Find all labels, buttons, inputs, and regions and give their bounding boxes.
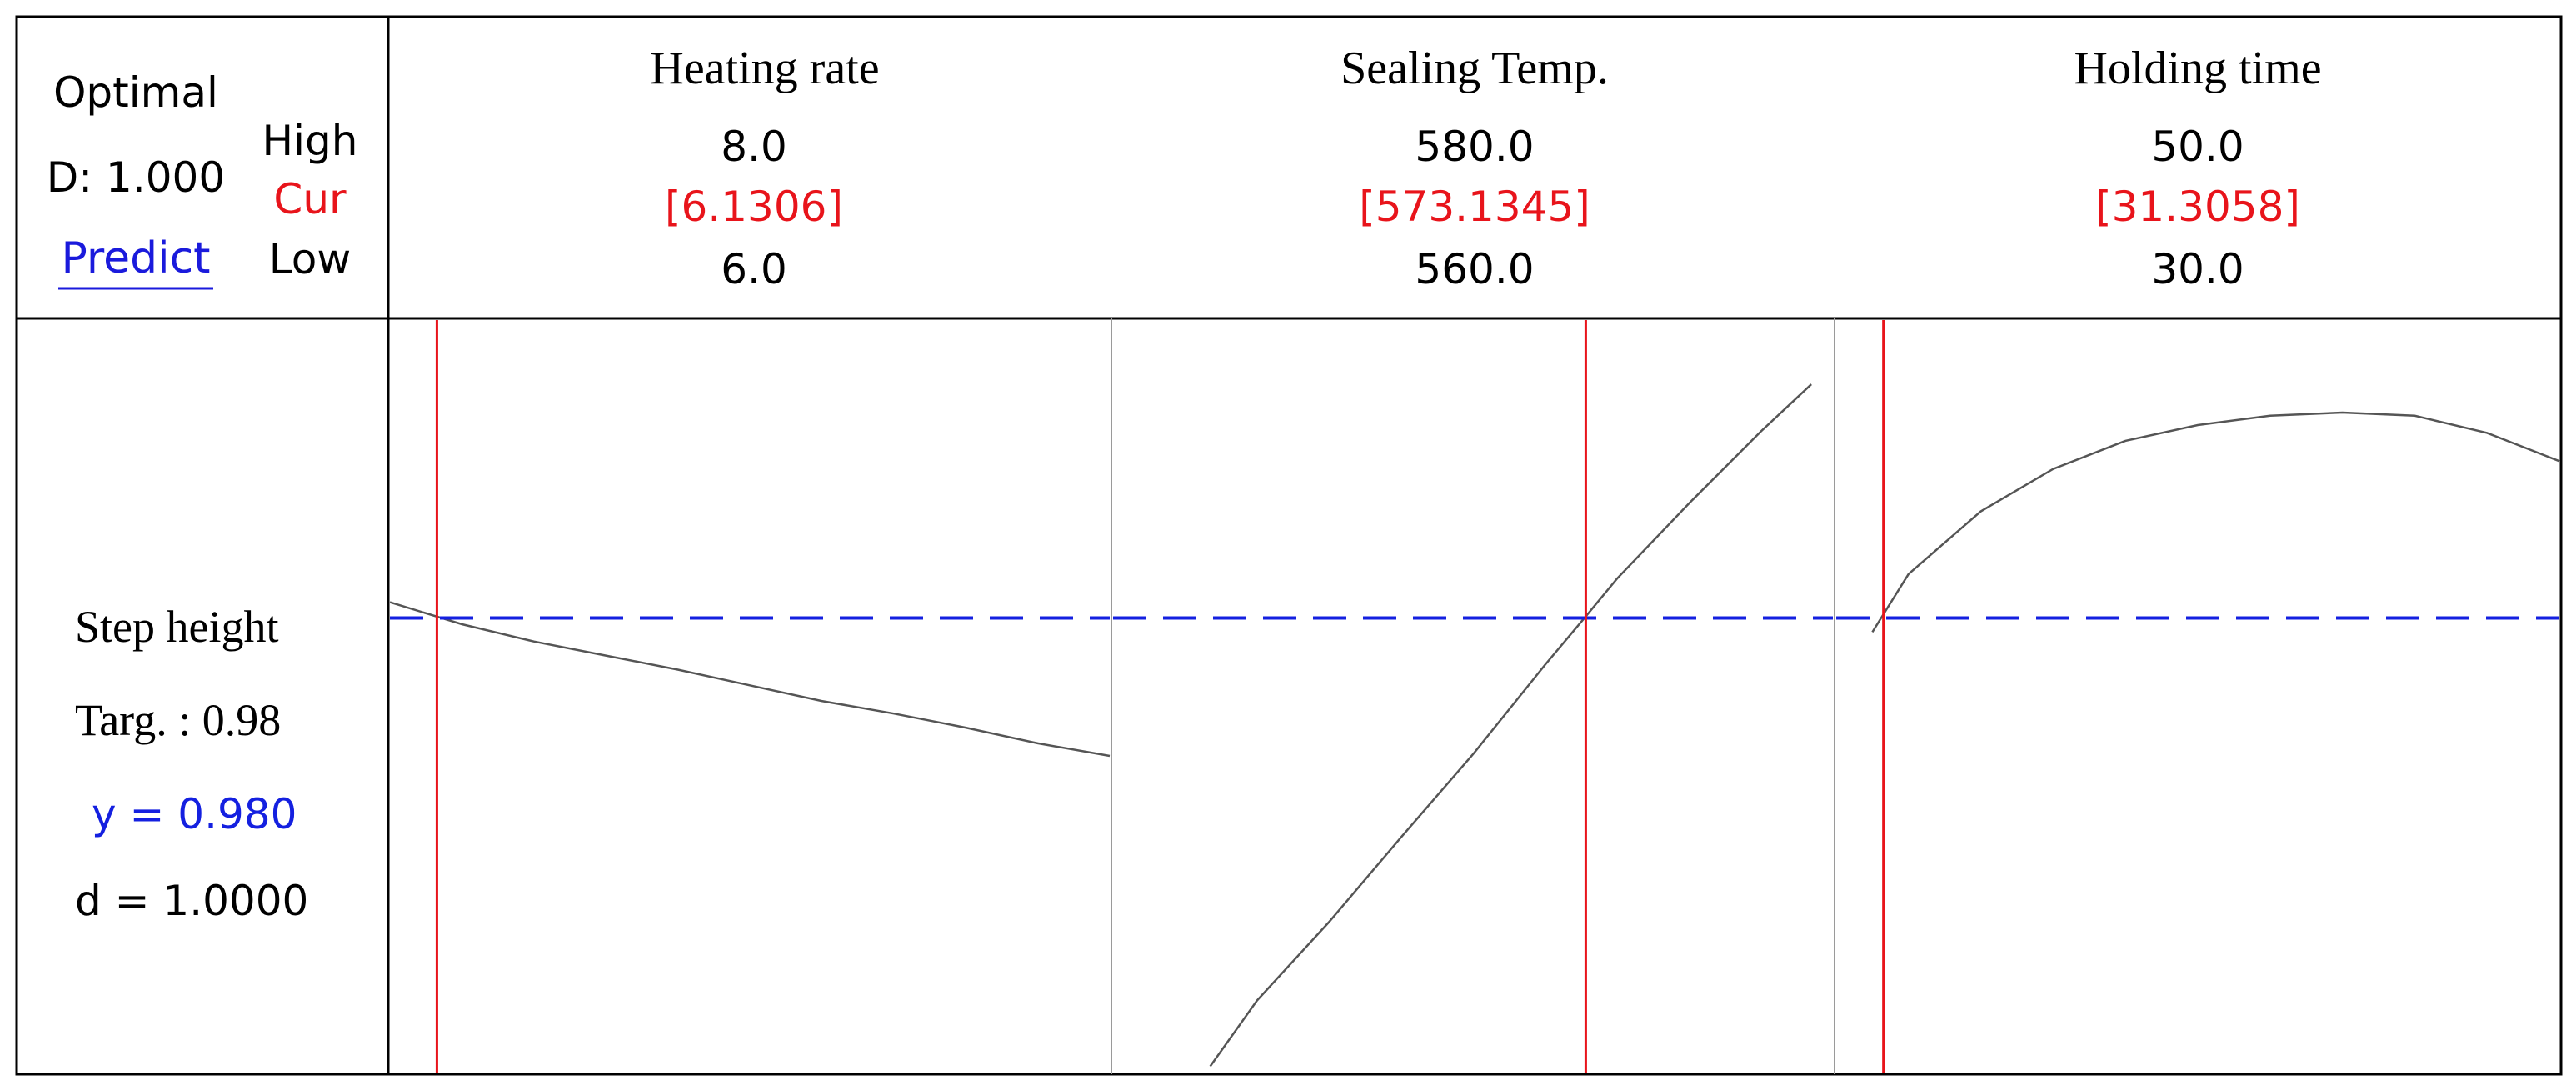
predict-link[interactable]: Predict [61,233,210,283]
response-curve [1871,411,2560,633]
factor-high: 50.0 [2151,123,2244,171]
factor-high: 8.0 [721,123,787,171]
low-label: Low [269,235,351,283]
plot-layer [389,320,2560,1073]
outer-border [15,15,2563,1076]
panel-3 [1836,320,2560,1073]
factor-header-2: Sealing Temp. 580.0 [573.1345] 560.0 [1340,43,1609,293]
high-label: High [262,117,358,165]
factor-header-1: Heating rate 8.0 [6.1306] 6.0 [650,43,879,293]
response-curve [1209,383,1812,1068]
panel-1 [389,320,1111,1073]
response-curve [389,601,1111,758]
factor-current: [573.1345] [1359,183,1590,231]
factor-current: [6.1306] [665,183,843,231]
factor-name: Sealing Temp. [1340,43,1609,94]
d-value-label: D: 1.000 [47,153,225,202]
response-y-value: y = 0.980 [92,790,297,838]
factor-name: Heating rate [650,43,879,94]
factor-low: 6.0 [721,245,787,293]
response-name: Step height [75,602,278,652]
factor-name: Holding time [2074,43,2321,94]
cur-label: Cur [273,175,347,223]
response-target: Targ. : 0.98 [75,695,281,745]
optimal-label: Optimal [53,68,218,117]
factor-low: 560.0 [1415,245,1534,293]
factor-header-3: Holding time 50.0 [31.3058] 30.0 [2074,43,2321,293]
response-desirability: d = 1.0000 [75,877,308,925]
factor-current: [31.3058] [2095,183,2300,231]
factor-high: 580.0 [1415,123,1534,171]
factor-low: 30.0 [2151,245,2244,293]
panel-2 [1113,320,1833,1073]
